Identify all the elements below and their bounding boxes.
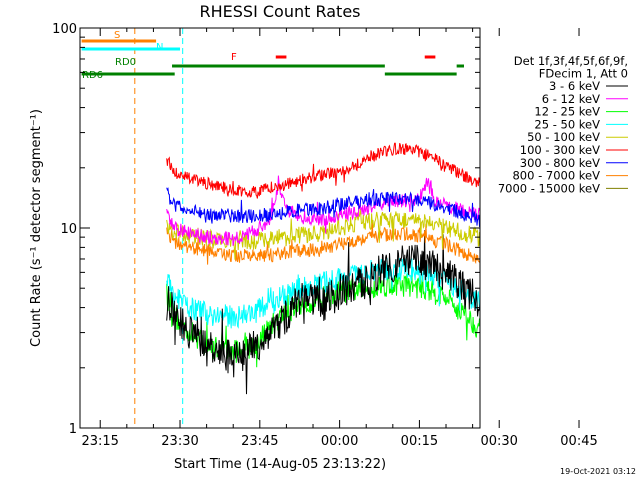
legend-entry-2: 12 - 25 keV [534,105,600,119]
series-line-0 [166,230,480,395]
x-tick-label-6: 00:45 [560,434,597,449]
y-tick-label-1: 10 [60,222,77,237]
state-label-rd6: RD6 [82,70,103,81]
x-axis-label: Start Time (14-Aug-05 23:13:22) [174,457,386,472]
legend-entry-7: 800 - 7000 keV [512,169,600,183]
legend-entry-1: 6 - 12 keV [542,92,600,106]
y-tick-label-2: 100 [52,22,77,37]
series-lines [166,142,480,395]
legend-entry-6: 300 - 800 keV [520,156,600,170]
legend-entry-5: 100 - 300 keV [520,143,600,157]
legend-header-1: FDecim 1, Att 0 [539,67,628,81]
series-line-5 [166,142,480,199]
legend-entry-0: 3 - 6 keV [549,79,600,93]
x-tick-label-3: 00:00 [321,434,358,449]
x-tick-label-4: 00:15 [401,434,438,449]
state-label-rd0: RD0 [115,57,136,68]
series-line-4 [166,208,480,260]
y-axis: 1 10 100 [52,22,480,437]
state-label-s: S [114,30,120,41]
legend-header-0: Det 1f,3f,4f,5f,6f,9f, [514,54,628,68]
x-tick-label-5: 00:30 [480,434,517,449]
legend-entry-3: 25 - 50 keV [534,117,600,131]
legend: Det 1f,3f,4f,5f,6f,9f,FDecim 1, Att 03 -… [498,54,628,195]
state-label-n: N [156,42,163,53]
x-tick-label-0: 23:15 [81,434,118,449]
y-axis-label: Count Rate (s⁻¹ detector segment⁻¹) [29,109,44,347]
legend-entry-4: 50 - 100 keV [527,130,600,144]
x-axis: 23:15 23:30 23:45 00:00 00:15 00:30 00:45 [81,28,598,449]
state-bars: S N F RD0 RD6 [81,30,464,81]
timestamp: 19-Oct-2021 03:12 [560,467,636,476]
x-tick-label-1: 23:30 [161,434,198,449]
chart-title: RHESSI Count Rates [200,2,361,21]
series-line-7 [166,220,480,265]
y-tick-label-0: 1 [69,422,77,437]
state-label-f: F [231,52,237,63]
x-tick-label-2: 23:45 [241,434,278,449]
series-line-6 [166,187,480,228]
legend-entry-8: 7000 - 15000 keV [498,181,600,195]
